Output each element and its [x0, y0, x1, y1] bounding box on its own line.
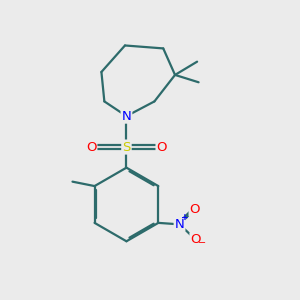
- Text: O: O: [190, 233, 201, 246]
- Text: O: O: [157, 141, 167, 154]
- Text: O: O: [190, 202, 200, 215]
- Text: O: O: [86, 141, 96, 154]
- Text: S: S: [122, 141, 130, 154]
- Text: N: N: [122, 110, 131, 123]
- Text: −: −: [198, 238, 206, 248]
- Text: N: N: [175, 218, 184, 231]
- Text: +: +: [181, 213, 189, 222]
